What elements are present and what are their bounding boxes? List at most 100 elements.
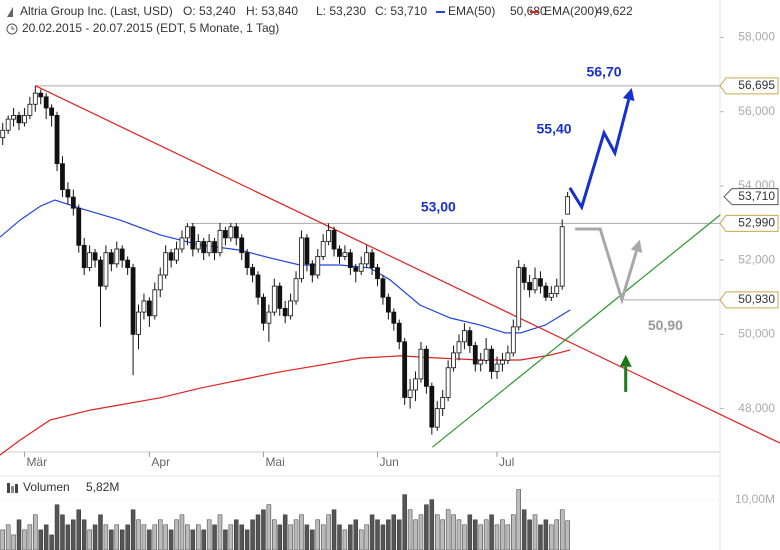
x-tick-label: Apr bbox=[151, 455, 170, 469]
candle-body bbox=[347, 252, 353, 268]
last-price-label: 53,710 bbox=[738, 189, 775, 203]
candle-body bbox=[255, 274, 261, 298]
quote-value: H: 53,840 bbox=[246, 4, 298, 18]
candle-body bbox=[70, 196, 76, 209]
volume-bar bbox=[342, 529, 348, 550]
volume-bar bbox=[152, 524, 158, 550]
level-label: 50,930 bbox=[738, 292, 775, 306]
volume-bar bbox=[353, 519, 359, 550]
volume-icon bbox=[15, 484, 18, 493]
volume-title: Volumen bbox=[23, 480, 70, 494]
volume-bar bbox=[223, 529, 228, 550]
candle-body bbox=[288, 300, 293, 317]
y-tick-label: 56,000 bbox=[738, 104, 775, 118]
volume-bar bbox=[429, 499, 435, 550]
candle-body bbox=[478, 359, 484, 365]
candle-body bbox=[505, 352, 511, 361]
candle-body bbox=[266, 311, 272, 324]
candle-body bbox=[538, 278, 543, 287]
volume-bar bbox=[201, 529, 206, 550]
volume-bar bbox=[489, 514, 494, 550]
volume-bar bbox=[554, 519, 560, 550]
volume-bar bbox=[315, 519, 321, 550]
volume-bar bbox=[125, 524, 130, 550]
candle-body bbox=[342, 252, 348, 257]
volume-icon bbox=[11, 486, 14, 493]
volume-bar bbox=[54, 504, 60, 550]
candle-body bbox=[250, 267, 255, 276]
volume-last: 5,82M bbox=[86, 480, 119, 494]
candle-body bbox=[364, 252, 370, 265]
candle-body bbox=[32, 92, 38, 105]
candle-body bbox=[119, 248, 125, 261]
candle-body bbox=[429, 385, 435, 428]
candle-body bbox=[500, 359, 505, 365]
candle-body bbox=[440, 397, 446, 409]
volume-bar bbox=[244, 529, 250, 550]
candle-body bbox=[353, 267, 359, 272]
volume-bar bbox=[511, 514, 516, 550]
y-tick-label: 52,000 bbox=[738, 252, 775, 266]
volume-bar bbox=[147, 529, 152, 550]
level-box bbox=[719, 214, 779, 232]
projection-line bbox=[568, 99, 631, 211]
y-tick-label: 58,000 bbox=[738, 30, 775, 44]
candle-body bbox=[27, 103, 33, 116]
candle-body bbox=[0, 129, 6, 139]
trend-line bbox=[432, 214, 721, 448]
candle-body bbox=[548, 293, 554, 298]
candle-body bbox=[206, 241, 212, 254]
candle-body bbox=[402, 341, 408, 398]
candle-body bbox=[282, 307, 288, 317]
volume-bar bbox=[462, 524, 467, 550]
volume-bar bbox=[38, 529, 43, 550]
candle-body bbox=[445, 367, 451, 398]
volume-bar bbox=[277, 524, 282, 550]
clock-icon bbox=[6, 23, 18, 35]
candle-body bbox=[217, 230, 223, 254]
candle-body bbox=[434, 408, 440, 428]
trend-line bbox=[35, 85, 780, 444]
volume-bar bbox=[549, 524, 554, 550]
volume-bar bbox=[255, 514, 261, 550]
volume-bar bbox=[65, 524, 71, 550]
candle-body bbox=[456, 341, 462, 354]
volume-bar bbox=[320, 524, 326, 550]
candle-body bbox=[489, 348, 494, 372]
volume-bar bbox=[440, 519, 445, 550]
candle-body bbox=[5, 118, 11, 131]
candle-body bbox=[190, 226, 196, 250]
quote-value: C: 53,710 bbox=[375, 4, 427, 18]
volume-bar bbox=[261, 509, 266, 550]
annotation: 50,90 bbox=[648, 317, 683, 333]
candle-body bbox=[309, 263, 315, 276]
volume-bar bbox=[299, 514, 304, 550]
candle-body bbox=[168, 252, 174, 261]
volume-bar bbox=[282, 514, 288, 550]
level-label: 52,990 bbox=[738, 216, 775, 230]
volume-bar bbox=[424, 504, 429, 550]
volume-bar bbox=[331, 509, 337, 550]
volume-bar bbox=[418, 514, 424, 550]
volume-bar bbox=[49, 534, 54, 550]
candle-body bbox=[184, 226, 190, 239]
volume-bar bbox=[217, 514, 223, 550]
candle-body bbox=[271, 285, 277, 313]
volume-bar bbox=[60, 514, 65, 550]
volume-bar bbox=[538, 524, 543, 550]
volume-bar bbox=[16, 519, 22, 550]
x-tick-label: Jun bbox=[380, 455, 399, 469]
candle-body bbox=[315, 256, 321, 276]
volume-bar bbox=[27, 524, 33, 550]
volume-bar bbox=[456, 519, 462, 550]
candle-body bbox=[299, 237, 304, 280]
volume-bar bbox=[272, 519, 277, 550]
candle-body bbox=[391, 311, 397, 324]
volume-bar bbox=[0, 529, 5, 550]
candle-body bbox=[293, 278, 299, 302]
projection-arrowhead bbox=[630, 239, 643, 253]
volume-bar bbox=[402, 494, 407, 550]
x-tick-label: Mär bbox=[26, 455, 47, 469]
volume-bar bbox=[500, 519, 505, 550]
